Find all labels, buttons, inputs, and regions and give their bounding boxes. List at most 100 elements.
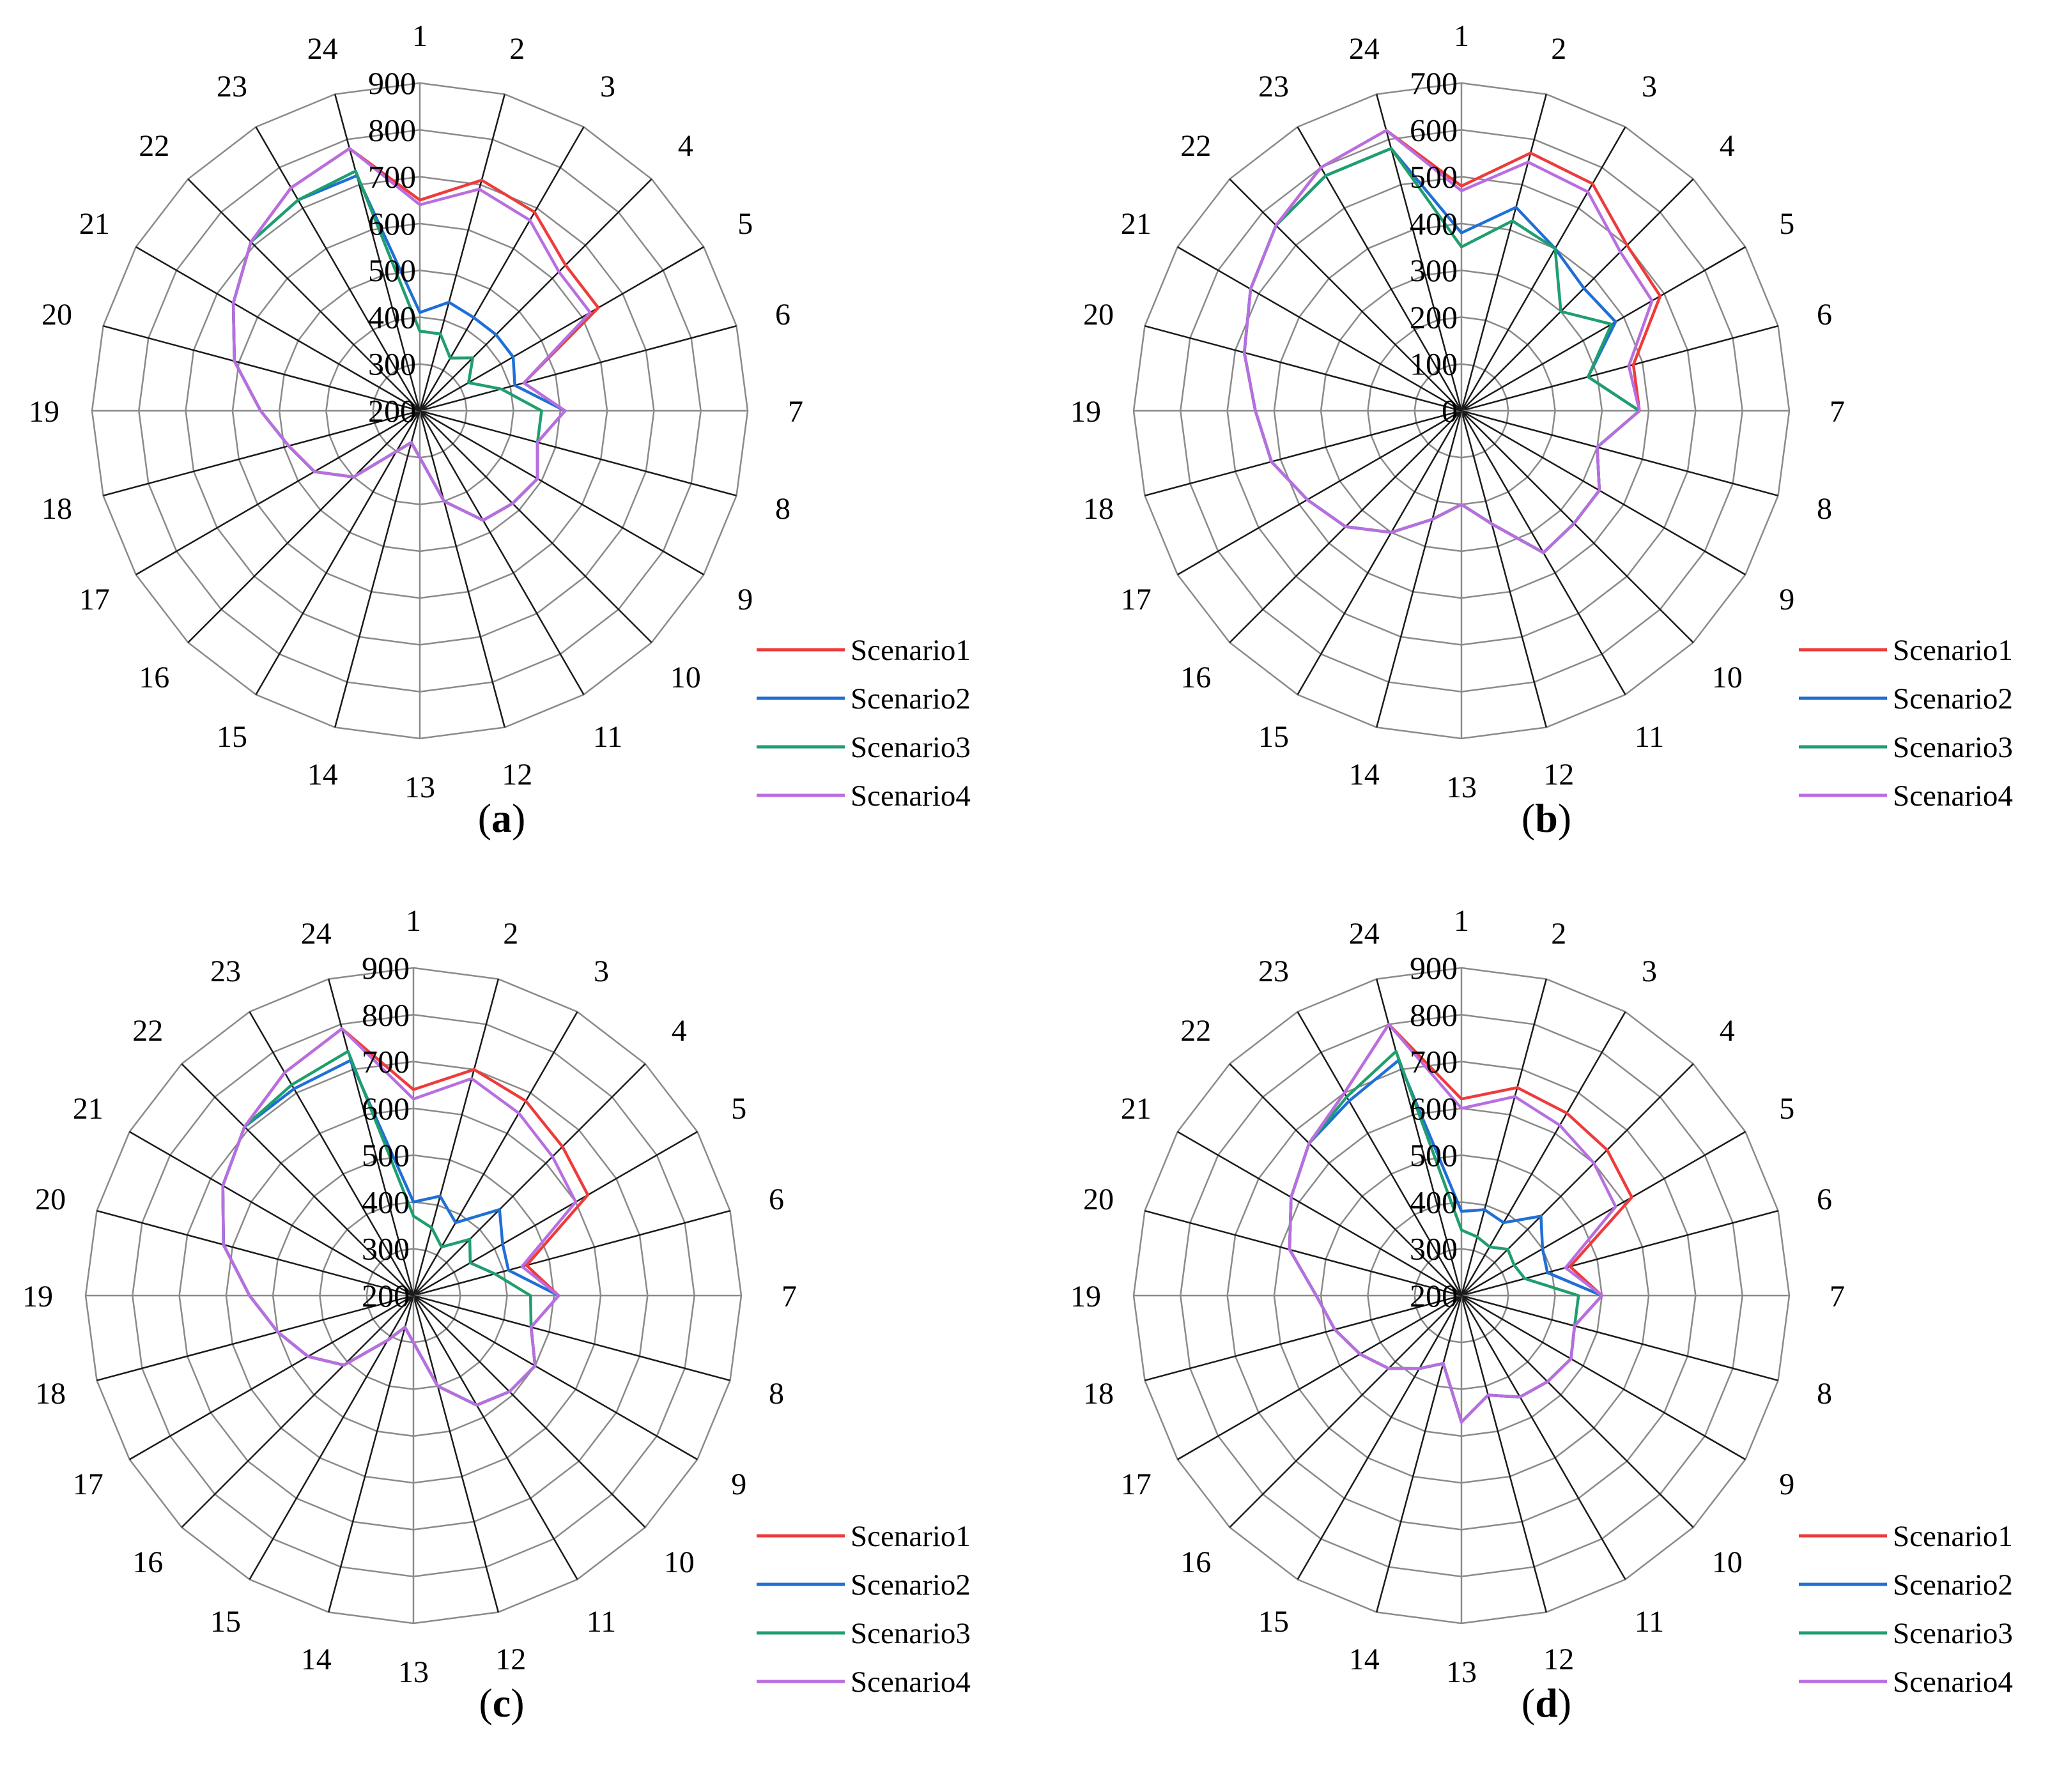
radial-tick-label: 300 — [1410, 252, 1458, 288]
grid-spoke — [1144, 1294, 1462, 1382]
hour-label: 23 — [1258, 70, 1289, 103]
legend-label: Scenario1 — [851, 1520, 971, 1553]
grid-spoke — [413, 1063, 646, 1296]
grid-spoke — [1460, 94, 1548, 411]
grid-spoke — [1297, 410, 1463, 695]
hour-label: 23 — [210, 954, 241, 988]
grid-spoke — [1144, 1209, 1462, 1297]
radial-tick-label: 700 — [368, 159, 416, 195]
grid-spoke — [1144, 325, 1462, 412]
panel-caption: (a) — [478, 795, 526, 841]
radial-tick-label: 300 — [1410, 1231, 1458, 1267]
radial-tick-label: 200 — [1410, 299, 1458, 335]
grid-spoke — [103, 325, 420, 412]
legend-label: Scenario3 — [1893, 731, 2013, 764]
grid-spoke — [413, 1294, 730, 1382]
legend-label: Scenario1 — [1893, 1520, 2013, 1553]
grid-spoke — [181, 1295, 414, 1528]
hour-label: 19 — [29, 395, 59, 429]
legend-label: Scenario2 — [851, 1568, 971, 1602]
grid-spoke — [1297, 1011, 1463, 1296]
hour-label: 22 — [139, 129, 169, 163]
radial-tick-label: 400 — [368, 299, 416, 335]
panel-caption: (c) — [479, 1680, 524, 1726]
grid-spoke — [419, 410, 737, 497]
grid-spoke — [413, 1209, 730, 1297]
hour-label: 8 — [775, 492, 790, 526]
grid-spoke — [96, 1209, 414, 1297]
hour-label: 14 — [301, 1643, 332, 1676]
grid-spoke — [255, 410, 421, 695]
hour-label: 17 — [79, 583, 110, 616]
grid-spoke — [1461, 325, 1778, 412]
hour-label: 7 — [1830, 1280, 1845, 1313]
hour-label: 11 — [1635, 1605, 1664, 1639]
hour-label: 24 — [301, 917, 332, 951]
hour-label: 24 — [1349, 917, 1380, 951]
grid-spoke — [413, 1295, 646, 1528]
hour-label: 17 — [73, 1467, 104, 1501]
hour-label: 11 — [587, 1605, 616, 1639]
hour-label: 9 — [1779, 1467, 1794, 1501]
panel-caption: (d) — [1522, 1680, 1571, 1726]
radial-tick-label: 800 — [362, 997, 410, 1032]
grid-spoke — [1461, 178, 1694, 411]
hour-label: 15 — [1258, 720, 1289, 754]
grid-spoke — [1375, 410, 1463, 728]
legend-label: Scenario4 — [1893, 779, 2013, 813]
radial-tick-label: 600 — [1410, 1091, 1458, 1126]
grid-spoke — [1460, 126, 1626, 411]
hour-label: 7 — [1830, 395, 1845, 429]
grid-spoke — [419, 410, 704, 576]
hour-label: 6 — [1817, 1183, 1832, 1216]
hour-label: 23 — [1258, 954, 1289, 988]
radial-tick-label: 900 — [362, 950, 410, 986]
grid-spoke — [1229, 1295, 1462, 1528]
hour-label: 18 — [1083, 1377, 1114, 1411]
hour-label: 5 — [1779, 1092, 1794, 1126]
grid-spoke — [1375, 94, 1463, 411]
grid-spoke — [334, 94, 421, 411]
grid-spoke — [1461, 410, 1778, 497]
hour-label: 9 — [1779, 583, 1794, 616]
grid-spoke — [1461, 410, 1694, 643]
hour-label: 5 — [737, 207, 753, 241]
grid-spoke — [1144, 410, 1462, 497]
radial-tick-label: 500 — [1410, 159, 1458, 195]
hour-label: 24 — [1349, 32, 1380, 66]
hour-label: 15 — [1258, 1605, 1289, 1639]
grid-spoke — [1461, 1294, 1746, 1460]
hour-label: 13 — [1446, 1655, 1477, 1689]
grid-spoke — [249, 1295, 415, 1580]
hour-label: 1 — [406, 904, 421, 938]
hour-label: 2 — [503, 917, 518, 951]
grid-spoke — [1375, 979, 1463, 1296]
hour-label: 12 — [502, 758, 532, 792]
grid-spoke — [419, 246, 704, 412]
grid-spoke — [1461, 1294, 1778, 1382]
radial-tick-label: 800 — [368, 112, 416, 148]
hour-label: 21 — [79, 207, 110, 241]
grid-spoke — [96, 1294, 414, 1382]
grid-spoke — [1297, 1295, 1463, 1580]
hour-label: 2 — [509, 32, 525, 66]
hour-label: 18 — [1083, 492, 1114, 526]
hour-label: 8 — [769, 1377, 784, 1411]
hour-label: 6 — [775, 298, 790, 332]
hour-label: 9 — [731, 1467, 746, 1501]
radial-tick-label: 700 — [1410, 1044, 1458, 1080]
hour-label: 19 — [22, 1280, 53, 1313]
radial-tick-label: 400 — [1410, 1184, 1458, 1220]
hour-label: 16 — [132, 1545, 163, 1579]
legend-label: Scenario4 — [1893, 1666, 2013, 1699]
grid-spoke — [419, 126, 585, 411]
radial-tick-label: 500 — [368, 252, 416, 288]
hour-label: 22 — [1180, 129, 1211, 163]
radial-tick-label: 0 — [1442, 393, 1458, 429]
grid-spoke — [1461, 410, 1746, 576]
hour-label: 7 — [782, 1280, 797, 1313]
